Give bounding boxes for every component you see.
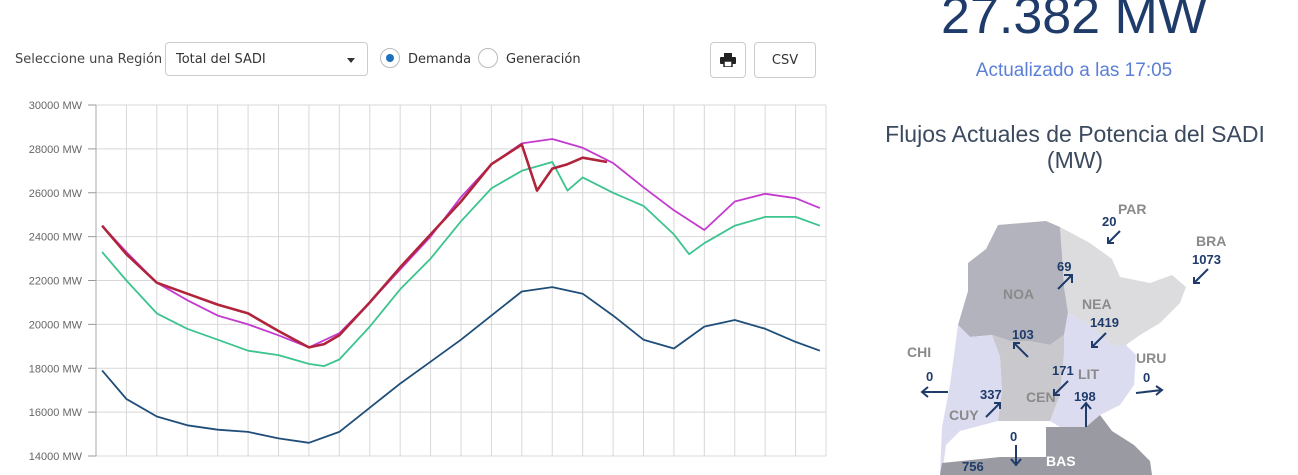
flow-cen-bas-value: 0 [1010,429,1017,444]
arrow-noa-nea-icon [1057,274,1073,290]
region-cen-shape [992,335,1064,421]
y-tick-label: 16000 MW [29,407,83,419]
print-icon [720,53,736,67]
y-tick-label: 20000 MW [29,319,83,331]
y-tick-label: 26000 MW [29,188,83,200]
flow-lit-bas-value: 198 [1074,389,1096,404]
region-cen-label: CEN [1026,389,1056,405]
region-par-label: PAR [1118,201,1147,217]
arrow-chi-icon [920,386,948,398]
region-lit-shape [1050,313,1136,427]
arrow-noa-cen-icon [1013,342,1029,358]
sadi-flow-map: PAR BRA NOA NEA CHI URU LIT CEN CUY BAS … [907,201,1226,475]
flow-noa-nea-value: 69 [1057,259,1071,274]
arrow-bra-icon [1193,268,1209,284]
flow-nea-lit-value: 1419 [1090,315,1119,330]
caret-down-icon [347,58,355,63]
arrow-nea-lit-icon [1091,332,1107,348]
generacion-radio[interactable] [478,48,498,68]
demanda-radio-label[interactable]: Demanda [408,52,472,67]
region-select-value: Total del SADI [176,52,266,67]
region-cuy-shape [940,325,1002,475]
region-noa-label: NOA [1003,286,1034,302]
flow-lit-cen-value: 171 [1052,363,1074,378]
series-line-week_ago [101,286,821,444]
region-lit-label: LIT [1078,366,1099,382]
region-nea-shape [1060,227,1186,345]
region-uru-label: URU [1136,350,1166,366]
series-line-yesterday [101,161,821,368]
series-line-forecast [101,138,821,349]
flow-arrows [920,230,1209,467]
region-nea-label: NEA [1082,296,1112,312]
region-bas-shape [1046,415,1152,475]
flow-chi-value: 0 [926,369,933,384]
y-tick-label: 22000 MW [29,276,83,288]
demand-chart: 14000 MW 16000 MW 18000 MW 20000 MW 22000 MW… [29,100,827,463]
flow-cuy-south-value: 756 [962,459,984,474]
region-select[interactable]: Total del SADI [165,42,368,76]
y-tick-label: 30000 MW [29,100,83,112]
chart-grid [95,104,827,457]
current-demand-value: 27.382 MW [941,0,1207,45]
region-label: Seleccione una Región [15,52,163,67]
chart-controls: Seleccione una Región Total del SADI Dem… [0,42,840,78]
region-chi-label: CHI [907,344,931,360]
series-line-demand_today [101,143,608,349]
y-tick-label: 14000 MW [29,451,83,463]
arrow-cuy-cen-icon [985,402,1001,418]
y-tick-label: 18000 MW [29,363,83,375]
demanda-radio[interactable] [380,48,400,68]
y-axis: 14000 MW 16000 MW 18000 MW 20000 MW 22000 MW… [29,100,97,463]
region-south-shape [940,457,1046,475]
flows-title: Flujos Actuales de Potencia del SADI (MW… [860,121,1290,173]
region-cuy-label: CUY [949,407,979,423]
csv-button[interactable]: CSV [754,42,816,78]
flows-title-line1: Flujos Actuales de Potencia del SADI [885,121,1265,147]
region-bra-label: BRA [1196,233,1226,249]
flow-bra-value: 1073 [1192,252,1221,267]
region-bas-label: BAS [1046,453,1076,469]
y-tick-label: 28000 MW [29,144,83,156]
flow-par-value: 20 [1102,214,1116,229]
region-noa-shape [958,221,1068,345]
arrow-uru-icon [1135,385,1164,396]
arrow-lit-cen-icon [1053,380,1069,396]
flow-cuy-cen-value: 337 [980,387,1002,402]
generacion-radio-label[interactable]: Generación [506,52,581,67]
arrow-cen-bas-icon [1010,445,1022,467]
print-button[interactable] [710,42,746,78]
chart-series [101,138,821,444]
flow-uru-value: 0 [1143,370,1150,385]
updated-time: Actualizado a las 17:05 [975,60,1173,81]
arrow-par-icon [1107,230,1121,244]
arrow-lit-bas-icon [1080,401,1092,427]
summary-panel: 27.382 MW Actualizado a las 17:05 Flujos… [850,0,1298,475]
flows-title-line2: (MW) [1046,147,1104,173]
y-tick-label: 24000 MW [29,232,83,244]
flow-noa-cen-value: 103 [1012,327,1034,342]
